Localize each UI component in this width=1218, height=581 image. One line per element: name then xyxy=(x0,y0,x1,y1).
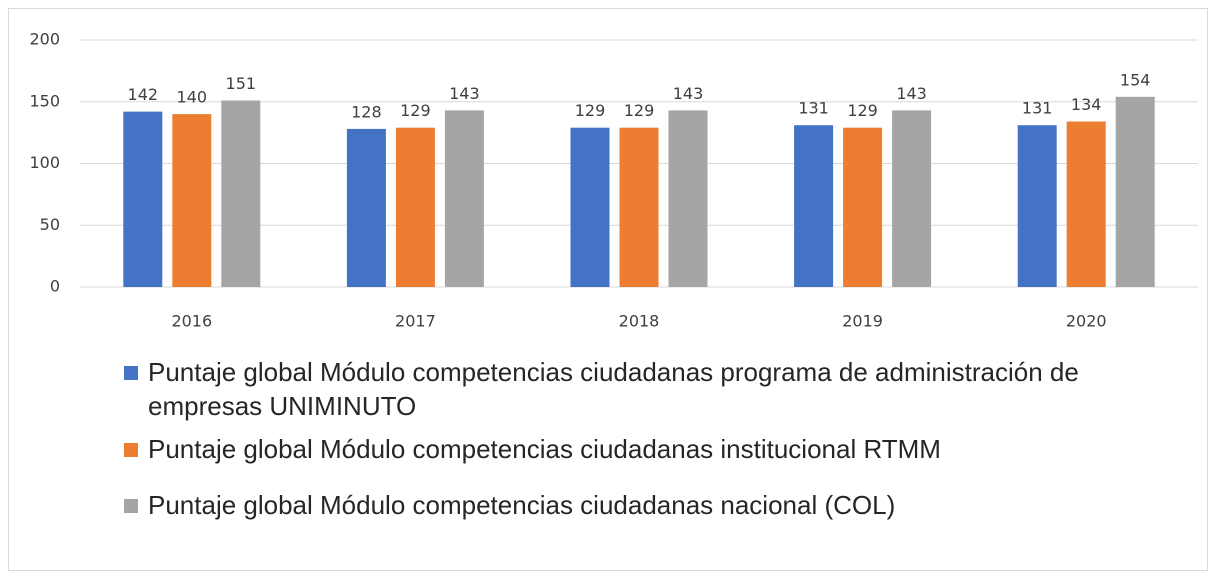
bar xyxy=(892,110,932,288)
legend: Puntaje global Módulo competencias ciuda… xyxy=(124,355,1144,522)
data-label: 140 xyxy=(177,88,208,107)
bar xyxy=(794,125,834,287)
data-label: 131 xyxy=(798,99,829,118)
x-tick-label: 2020 xyxy=(1066,312,1107,331)
data-label: 128 xyxy=(351,102,382,121)
bar xyxy=(221,100,261,287)
data-label: 131 xyxy=(1022,99,1053,118)
legend-swatch xyxy=(124,443,138,457)
y-tick-label: 0 xyxy=(50,277,60,296)
legend-swatch xyxy=(124,366,138,380)
bar xyxy=(843,127,883,287)
x-tick-label: 2018 xyxy=(619,312,660,331)
bar xyxy=(668,110,708,288)
bar xyxy=(1115,96,1155,287)
legend-label: Puntaje global Módulo competencias ciuda… xyxy=(148,434,941,464)
x-tick-label: 2016 xyxy=(171,312,212,331)
bar xyxy=(1017,125,1057,287)
legend-entry: Puntaje global Módulo competencias ciuda… xyxy=(124,355,1144,423)
y-tick-label: 200 xyxy=(29,30,60,49)
bar xyxy=(172,114,212,287)
y-tick-label: 150 xyxy=(29,91,60,110)
legend-label: Puntaje global Módulo competencias ciuda… xyxy=(148,357,1079,421)
data-label: 143 xyxy=(673,84,704,103)
legend-entry: Puntaje global Módulo competencias ciuda… xyxy=(124,432,1144,466)
legend-swatch xyxy=(124,499,138,513)
data-label: 129 xyxy=(575,101,606,120)
data-label: 129 xyxy=(624,101,655,120)
bar xyxy=(444,110,484,288)
bar xyxy=(123,111,163,287)
legend-label: Puntaje global Módulo competencias ciuda… xyxy=(148,490,896,520)
data-label: 129 xyxy=(400,101,431,120)
y-tick-label: 50 xyxy=(40,215,60,234)
data-label: 154 xyxy=(1120,70,1151,89)
data-label: 142 xyxy=(128,85,159,104)
data-label: 134 xyxy=(1071,95,1102,114)
x-tick-label: 2019 xyxy=(842,312,883,331)
y-tick-label: 100 xyxy=(29,153,60,172)
data-label: 151 xyxy=(226,74,257,93)
data-label: 143 xyxy=(896,84,927,103)
bar xyxy=(1066,121,1106,287)
chart-border xyxy=(8,8,1208,571)
bar xyxy=(346,128,386,287)
bar xyxy=(395,127,435,287)
legend-entry: Puntaje global Módulo competencias ciuda… xyxy=(124,488,1144,522)
bar xyxy=(619,127,659,287)
data-label: 129 xyxy=(847,101,878,120)
x-tick-label: 2017 xyxy=(395,312,436,331)
data-label: 143 xyxy=(449,84,480,103)
bar xyxy=(570,127,610,287)
